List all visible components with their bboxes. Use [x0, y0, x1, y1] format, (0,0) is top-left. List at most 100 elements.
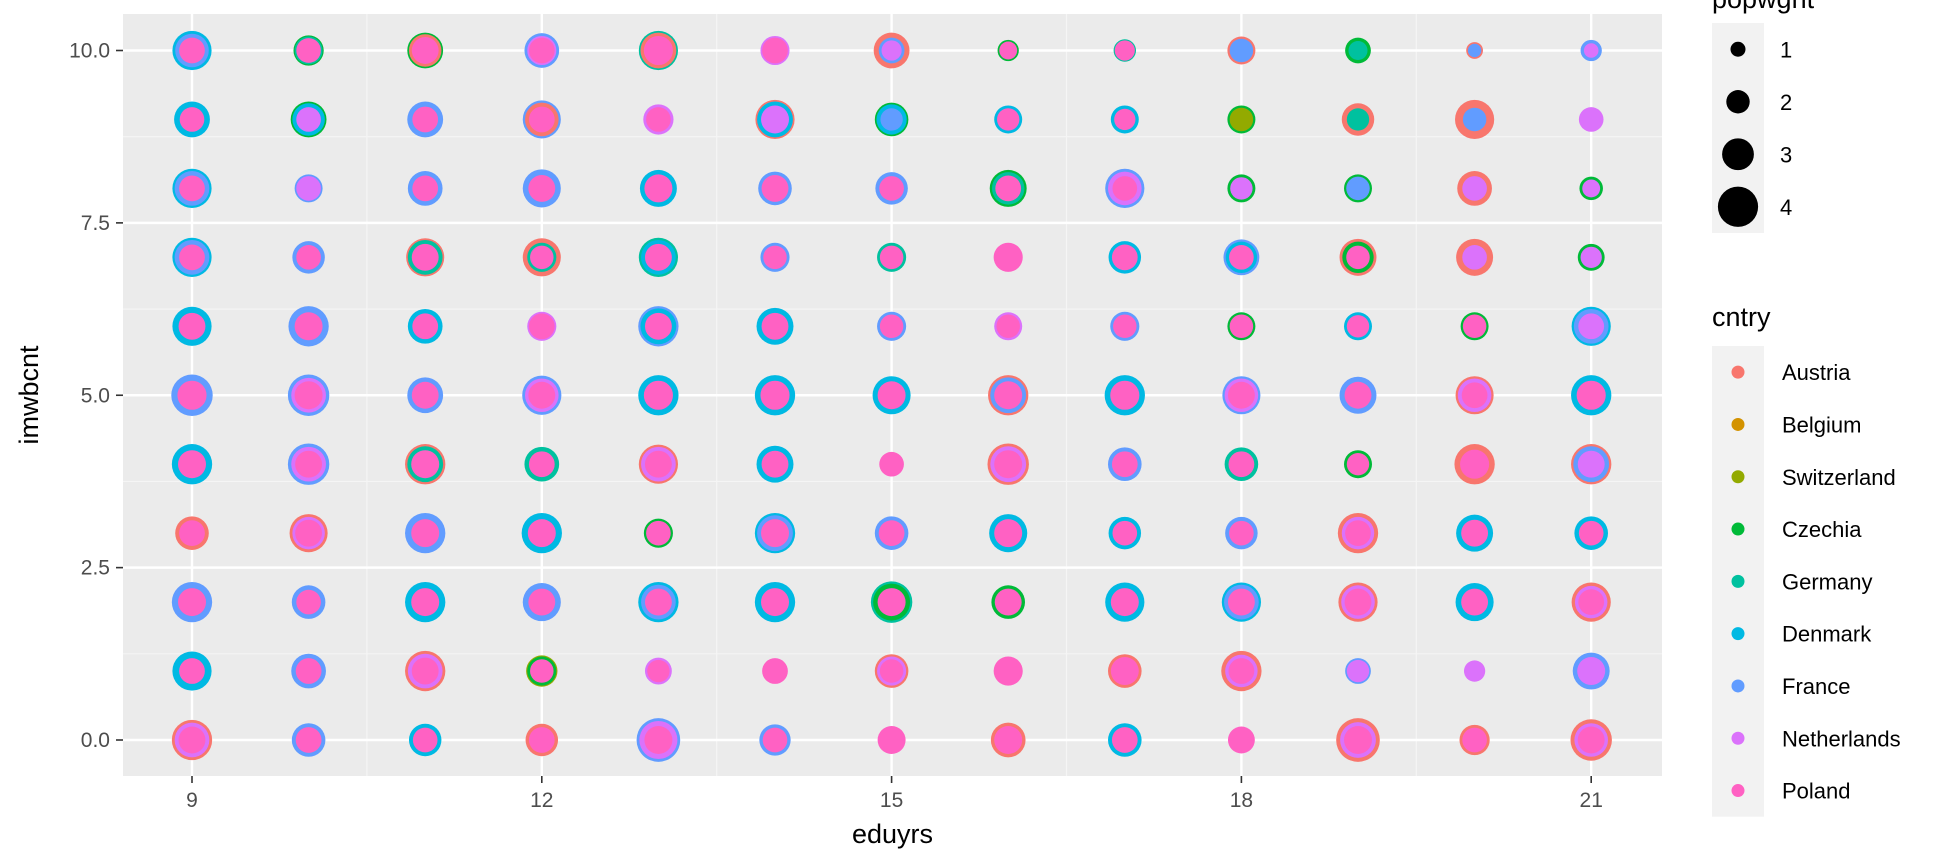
data-point	[405, 444, 446, 485]
color-legend-label-netherlands: Netherlands	[1782, 726, 1901, 751]
data-point	[875, 172, 908, 205]
point-poland	[179, 107, 205, 132]
point-poland	[1344, 588, 1372, 616]
point-poland	[644, 174, 673, 203]
data-point	[407, 171, 443, 206]
data-point	[290, 101, 327, 138]
data-point	[639, 169, 677, 207]
data-point	[638, 444, 679, 484]
data-point	[879, 451, 904, 477]
point-poland	[528, 106, 555, 133]
data-point	[873, 32, 910, 69]
point-netherlands	[881, 40, 902, 61]
color-legend-key-netherlands	[1731, 731, 1745, 745]
data-point	[287, 374, 330, 416]
color-legend-label-denmark: Denmark	[1782, 622, 1872, 647]
data-point	[1105, 168, 1145, 208]
data-point	[1459, 724, 1490, 756]
point-poland	[1229, 314, 1254, 339]
data-point	[638, 237, 679, 277]
point-netherlands	[1463, 660, 1486, 682]
data-point	[1224, 447, 1259, 482]
point-poland	[1578, 520, 1604, 546]
color-legend-label-belgium: Belgium	[1782, 412, 1861, 437]
point-poland	[295, 519, 323, 547]
data-points	[171, 30, 1612, 762]
point-poland	[761, 312, 789, 340]
point-poland	[762, 37, 788, 64]
point-poland	[296, 245, 321, 270]
point-poland	[411, 588, 440, 617]
data-point	[1338, 582, 1378, 622]
data-point	[1571, 306, 1611, 346]
data-point	[1454, 444, 1495, 485]
data-point	[1579, 176, 1603, 201]
data-point	[524, 446, 560, 482]
point-poland	[644, 726, 673, 754]
data-point	[522, 100, 561, 139]
data-point	[1574, 516, 1608, 550]
size-legend-label: 2	[1780, 90, 1792, 115]
data-point	[524, 33, 560, 68]
point-netherlands	[1346, 659, 1370, 683]
data-point	[638, 375, 679, 416]
point-poland	[646, 520, 671, 546]
color-legend-label-czechia: Czechia	[1782, 517, 1862, 542]
point-poland	[996, 314, 1020, 339]
data-point	[289, 514, 328, 553]
size-legend-key	[1726, 90, 1750, 114]
point-poland	[1110, 657, 1139, 686]
x-tick-label: 12	[530, 789, 553, 812]
point-poland	[1114, 40, 1135, 61]
data-point	[989, 514, 1028, 553]
data-point	[407, 308, 443, 344]
data-point	[171, 374, 213, 416]
data-point	[288, 306, 329, 347]
data-point	[1227, 726, 1255, 754]
point-poland	[1461, 519, 1489, 547]
point-poland	[295, 658, 322, 684]
point-poland	[1110, 588, 1139, 617]
point-poland	[527, 519, 556, 548]
point-france	[1346, 176, 1370, 201]
point-poland	[411, 381, 439, 409]
size-legend-label: 4	[1780, 195, 1792, 220]
color-legend-label-germany: Germany	[1782, 569, 1872, 594]
point-netherlands	[1582, 179, 1601, 198]
point-france	[1467, 43, 1482, 58]
data-point	[1227, 36, 1256, 65]
point-poland	[993, 656, 1023, 686]
data-point	[1571, 582, 1611, 622]
point-poland	[999, 41, 1018, 60]
data-point	[1105, 582, 1145, 622]
color-legend-key-czechia	[1731, 522, 1745, 536]
data-point	[989, 169, 1027, 207]
point-poland	[877, 381, 906, 410]
data-point	[522, 375, 562, 415]
data-point	[1344, 312, 1372, 341]
data-point	[172, 237, 212, 277]
point-poland	[994, 588, 1022, 616]
point-poland	[1227, 726, 1255, 754]
point-netherlands	[1580, 246, 1602, 268]
data-point	[287, 443, 330, 485]
point-netherlands	[1577, 450, 1605, 478]
data-point	[1108, 723, 1142, 757]
x-tick-label: 18	[1230, 789, 1253, 812]
data-point	[525, 723, 559, 757]
color-legend-label-austria: Austria	[1782, 360, 1851, 385]
point-poland	[877, 588, 906, 617]
data-point	[1339, 238, 1377, 276]
color-legend-key-denmark	[1731, 627, 1745, 641]
point-netherlands	[1577, 657, 1606, 686]
point-poland	[411, 657, 439, 685]
data-point	[522, 238, 561, 277]
point-poland	[1461, 588, 1489, 616]
data-point	[755, 99, 795, 140]
axis-tick-labels: 9 12 15 18 21 0.0 2.5 5.0 7.5 10.0	[69, 40, 1603, 813]
data-point	[405, 512, 446, 554]
data-point	[1344, 174, 1372, 203]
point-poland	[294, 312, 323, 341]
point-poland	[178, 726, 206, 754]
data-point	[644, 657, 672, 685]
